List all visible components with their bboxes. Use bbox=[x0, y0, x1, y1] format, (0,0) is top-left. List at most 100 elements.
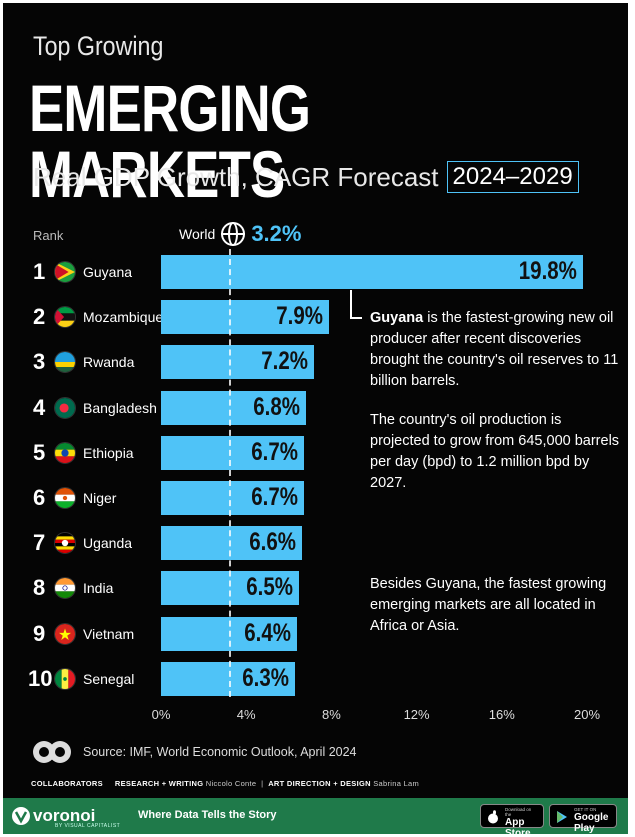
globe-icon bbox=[221, 222, 246, 246]
country-label: Mozambique bbox=[83, 309, 164, 326]
world-reference-line bbox=[229, 249, 232, 697]
country-label: Senegal bbox=[83, 670, 135, 687]
bar-value-label: 6.4% bbox=[244, 618, 292, 647]
x-tick-label: 8% bbox=[321, 707, 341, 722]
apple-icon bbox=[488, 810, 498, 824]
chart-row: 3 Rwanda 7.2% bbox=[3, 343, 628, 381]
flag-icon bbox=[54, 396, 76, 419]
voronoi-mark-icon bbox=[33, 741, 71, 763]
bar-value-label: 7.9% bbox=[276, 302, 324, 331]
bar-value-label: 19.8% bbox=[518, 257, 577, 285]
country-label: Vietnam bbox=[83, 625, 135, 642]
x-tick-label: 16% bbox=[488, 707, 515, 722]
flag-icon bbox=[54, 532, 76, 555]
chart-row: 4 Bangladesh 6.8% bbox=[3, 389, 628, 427]
country-label: Uganda bbox=[83, 535, 133, 552]
x-tick-label: 12% bbox=[403, 707, 430, 722]
collaborators: COLLABORATORS RESEARCH + WRITING Niccolo… bbox=[31, 779, 420, 788]
source-row: Source: IMF, World Economic Outlook, Apr… bbox=[31, 739, 357, 765]
callout-line bbox=[350, 290, 352, 318]
note-guyana-text: is the fastest-growing new oil producer … bbox=[370, 310, 619, 389]
research-name: Niccolo Conte bbox=[205, 779, 257, 788]
tagline: Where Data Tells the Story bbox=[138, 809, 277, 821]
bar bbox=[161, 390, 306, 425]
years-badge: 2024–2029 bbox=[446, 161, 579, 193]
bar-value-label: 7.2% bbox=[261, 347, 309, 376]
flag-icon bbox=[54, 622, 76, 645]
note-oil-production: The country's oil production is projecte… bbox=[370, 412, 620, 491]
art-role: ART DIRECTION + DESIGN bbox=[268, 779, 371, 788]
chart-row: 7 Uganda 6.6% bbox=[3, 524, 628, 562]
country-label: Guyana bbox=[83, 264, 133, 280]
brand-subtitle: BY VISUAL CAPITALIST bbox=[55, 823, 121, 829]
subtitle: Real GDP Growth, CAGR Forecast bbox=[33, 161, 439, 192]
country-label: India bbox=[83, 580, 114, 597]
chart-row: 1 Guyana 19.8% bbox=[3, 253, 628, 291]
bar-value-label: 6.7% bbox=[250, 483, 298, 511]
country-label: Ethiopia bbox=[83, 444, 134, 461]
rank-number: 7 bbox=[33, 530, 46, 556]
flag-icon bbox=[54, 261, 76, 283]
footer-bar: voronoi BY VISUAL CAPITALIST Where Data … bbox=[3, 798, 628, 834]
google-play-label: Google Play bbox=[574, 812, 609, 834]
bar-value-label: 6.6% bbox=[248, 528, 296, 557]
bar bbox=[161, 481, 304, 515]
callout-hook bbox=[350, 317, 362, 319]
country-label: Rwanda bbox=[83, 354, 135, 371]
rank-number: 2 bbox=[33, 304, 46, 330]
research-role: RESEARCH + WRITING bbox=[114, 779, 204, 788]
flag-icon bbox=[54, 441, 76, 464]
bar-value-label: 6.3% bbox=[242, 663, 290, 692]
x-tick-label: 20% bbox=[573, 707, 601, 722]
bar bbox=[161, 526, 302, 561]
source-text: Source: IMF, World Economic Outlook, Apr… bbox=[83, 745, 357, 759]
chart-row: 10 Senegal 6.3% bbox=[3, 660, 628, 698]
infographic: Top Growing EMERGING MARKETS Real GDP Gr… bbox=[3, 3, 628, 834]
bar-value-label: 6.8% bbox=[253, 392, 300, 421]
flag-icon bbox=[54, 306, 76, 329]
chart-row: 5 Ethiopia 6.7% bbox=[3, 434, 628, 472]
rank-number: 10 bbox=[28, 665, 53, 691]
note-regions: Besides Guyana, the fastest growing emer… bbox=[370, 576, 607, 634]
subtitle-row: Real GDP Growth, CAGR Forecast 2024–2029 bbox=[33, 161, 579, 193]
bar-value-label: 6.5% bbox=[246, 573, 294, 602]
page-title: EMERGING MARKETS bbox=[29, 71, 311, 211]
chart-row: 2 Mozambique 7.9% bbox=[3, 298, 628, 336]
app-store-label: App Store bbox=[505, 817, 531, 834]
note-guyana-bold: Guyana bbox=[370, 310, 424, 326]
flag-icon bbox=[54, 487, 76, 509]
flag-icon bbox=[54, 577, 76, 600]
x-tick-label: 4% bbox=[236, 707, 256, 722]
rank-header: Rank bbox=[33, 228, 64, 243]
bar bbox=[161, 435, 304, 470]
rank-number: 4 bbox=[33, 394, 46, 420]
world-value: 3.2% bbox=[251, 221, 302, 246]
rank-number: 3 bbox=[33, 349, 46, 375]
world-reference-label: World 3.2% bbox=[179, 221, 301, 247]
google-play-small: GET IT ON bbox=[574, 807, 597, 812]
x-tick-label: 0% bbox=[151, 707, 171, 722]
rank-number: 8 bbox=[33, 575, 46, 601]
art-name: Sabrina Lam bbox=[373, 779, 420, 788]
country-label: Bangladesh bbox=[83, 399, 157, 416]
flag-icon bbox=[54, 667, 76, 690]
world-label: World bbox=[179, 226, 216, 242]
rank-number: 5 bbox=[33, 439, 46, 465]
rank-number: 1 bbox=[33, 259, 46, 284]
bar bbox=[161, 345, 315, 380]
kicker: Top Growing bbox=[33, 31, 164, 61]
bar bbox=[161, 255, 583, 289]
google-play-icon bbox=[557, 811, 567, 823]
bar bbox=[161, 661, 296, 696]
app-store-small: Download on the bbox=[505, 807, 532, 817]
bar bbox=[161, 300, 330, 335]
note-guyana: Guyana is the fastest-growing new oil pr… bbox=[370, 308, 620, 392]
country-label: Niger bbox=[83, 490, 117, 506]
flag-icon bbox=[54, 351, 76, 374]
rank-number: 6 bbox=[33, 485, 46, 510]
chart-row: 6 Niger 6.7% bbox=[3, 479, 628, 517]
brand-name[interactable]: voronoi bbox=[33, 806, 96, 825]
app-store-button[interactable]: Download on the App Store bbox=[480, 804, 544, 834]
voronoi-logo-icon bbox=[12, 807, 30, 825]
google-play-button[interactable]: GET IT ON Google Play bbox=[549, 804, 617, 834]
